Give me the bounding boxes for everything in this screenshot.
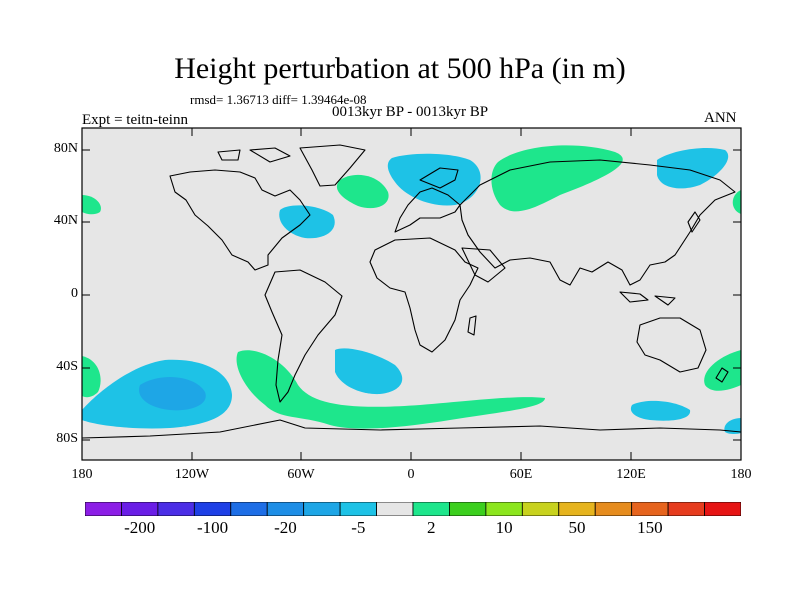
colorbar-swatch [266,502,305,516]
axis-ticks [82,128,741,460]
colorbar-label: 50 [568,518,586,537]
experiment-label: Expt = teitn-teinn [82,112,188,128]
colorbar-label: -5 [351,518,366,537]
lon-label-180w: 180 [71,467,93,482]
colorbar-swatch [449,502,487,516]
colorbar-swatch [631,502,669,516]
colorbar-label: 150 [637,518,663,537]
colorbar-swatch [376,502,414,516]
colorbar-swatch [339,502,377,516]
colorbar-label: -20 [274,518,297,537]
colorbar-swatch [230,502,268,516]
lat-label-40s: 40S [56,359,78,374]
colorbar-swatch [121,502,159,516]
colorbar-label: -200 [124,518,156,537]
lat-label-40n: 40N [53,213,78,228]
colorbar-swatch [303,502,341,516]
colorbar [85,502,741,516]
lon-label-60e: 60E [509,467,533,482]
negative-anomaly-core [139,376,206,411]
colorbar-swatch [594,502,633,516]
colorbar-label: 2 [426,518,436,537]
lat-label-80s: 80S [56,431,78,446]
colorbar-swatch [485,502,523,516]
colorbar-swatch [667,502,705,516]
lat-label-0: 0 [71,286,78,301]
colorbar-swatch [558,502,596,516]
lon-label-180e: 180 [730,467,752,482]
colorbar-swatch [521,502,560,516]
period-subtitle: 0013kyr BP - 0013kyr BP [331,104,489,120]
plot-title: Height perturbation at 500 hPa (in m) [174,52,626,85]
colorbar-swatch [85,502,122,516]
positive-anomaly-fields [82,145,741,429]
season-label: ANN [704,110,737,126]
lat-label-80n: 80N [53,141,78,156]
lon-label-0: 0 [407,467,415,482]
lon-label-60w: 60W [287,467,315,482]
colorbar-label: -100 [196,518,229,537]
colorbar-swatch [704,502,741,516]
colorbar-swatch [157,502,195,516]
stats-text: rmsd= 1.36713 diff= 1.39464e-08 [190,92,367,107]
coastlines [82,144,741,439]
lon-label-120e: 120E [616,467,646,482]
colorbar-swatch [193,502,232,516]
colorbar-swatch [412,502,450,516]
lon-label-120w: 120W [174,467,210,482]
colorbar-label: 10 [495,518,513,537]
